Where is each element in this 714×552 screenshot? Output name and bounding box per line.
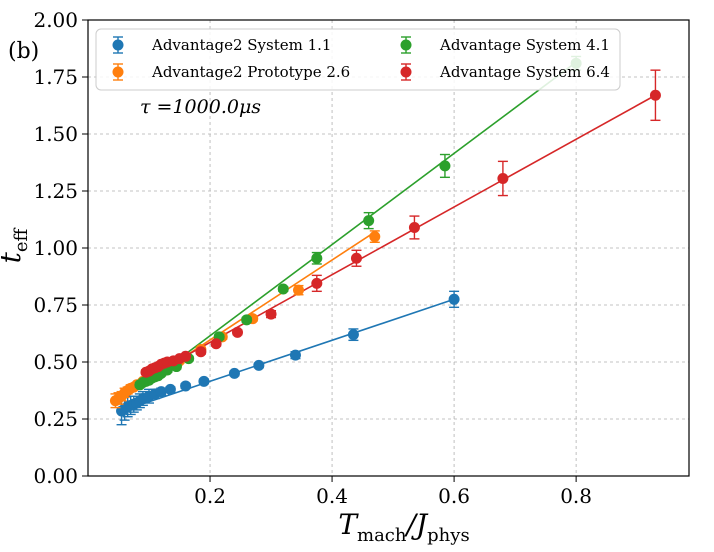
data-point — [265, 308, 277, 320]
y-tick-label: 0.25 — [33, 407, 78, 431]
legend: Advantage2 System 1.1 Advantage2 Prototyp… — [95, 28, 621, 91]
y-tick-label: 1.25 — [33, 179, 78, 203]
data-point — [210, 338, 222, 350]
y-tick-label: 2.00 — [33, 8, 78, 32]
tau-annotation: τ =1000.0μs — [140, 96, 261, 118]
legend-label: Advantage2 System 1.1 — [151, 36, 331, 54]
data-point — [350, 252, 362, 264]
data-point — [408, 221, 420, 233]
data-point — [241, 314, 253, 326]
data-point — [228, 367, 240, 379]
data-point — [311, 277, 323, 289]
y-tick-label: 0.75 — [33, 293, 78, 317]
data-point — [363, 215, 375, 227]
legend-marker — [400, 66, 412, 78]
x-axis-label-main: T — [338, 508, 359, 541]
data-points — [109, 55, 661, 426]
y-axis-label-sub: eff — [11, 227, 32, 252]
legend-marker — [112, 39, 124, 51]
x-axis-label-sub1: mach — [357, 525, 407, 546]
axis-ticks: 0.2 0.4 0.6 0.8 0.00 0.25 0.50 0.75 1.00 1.25 1.50… — [33, 8, 592, 508]
data-point — [198, 375, 210, 387]
legend-marker — [112, 66, 124, 78]
legend-marker — [400, 39, 412, 51]
x-tick-label: 0.4 — [316, 484, 348, 508]
data-point — [180, 380, 192, 392]
data-point — [253, 359, 265, 371]
data-point — [497, 172, 509, 184]
x-tick-label: 0.6 — [438, 484, 470, 508]
y-tick-label: 1.00 — [33, 236, 78, 260]
data-point — [231, 326, 243, 338]
data-point — [293, 284, 305, 296]
data-point — [448, 293, 460, 305]
data-point — [195, 346, 207, 358]
data-point — [164, 383, 176, 395]
x-tick-label: 0.2 — [194, 484, 226, 508]
legend-label: Advantage2 Prototype 2.6 — [151, 63, 350, 81]
legend-label: Advantage System 6.4 — [439, 63, 610, 81]
y-tick-label: 1.50 — [33, 122, 78, 146]
y-tick-label: 1.75 — [33, 65, 78, 89]
data-point — [180, 350, 192, 362]
fit-line — [121, 298, 455, 412]
data-point — [311, 252, 323, 264]
data-point — [289, 349, 301, 361]
data-point — [347, 329, 359, 341]
x-axis-label: Tmach/Jphys — [338, 508, 469, 546]
data-point — [649, 89, 661, 101]
y-tick-label: 0.50 — [33, 350, 78, 374]
fit-line — [139, 61, 577, 389]
y-axis-label-main: t — [0, 251, 27, 263]
panel-label: (b) — [8, 39, 39, 64]
y-tick-label: 0.00 — [33, 464, 78, 488]
data-point — [439, 160, 451, 172]
legend-label: Advantage System 4.1 — [439, 36, 610, 54]
data-point — [155, 386, 167, 398]
x-axis-label-mid: /J — [403, 508, 428, 541]
fit-line — [145, 94, 656, 379]
data-point — [277, 283, 289, 295]
legend-box — [95, 28, 621, 91]
x-axis-label-sub2: phys — [427, 525, 470, 546]
y-axis-label: teff — [0, 227, 32, 263]
x-tick-label: 0.8 — [560, 484, 592, 508]
data-point — [369, 231, 381, 243]
